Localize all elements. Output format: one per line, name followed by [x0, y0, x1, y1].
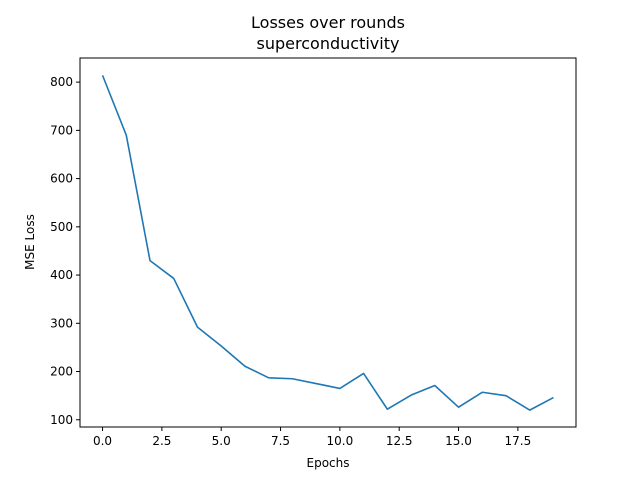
plot-area [101, 75, 554, 411]
y-axis-label: MSE Loss [23, 214, 37, 270]
x-tick-label: 5.0 [212, 434, 231, 448]
chart-title: Losses over rounds [251, 13, 405, 32]
x-tick-label: 12.5 [386, 434, 413, 448]
y-tick-label: 400 [50, 268, 73, 282]
plot-frame [79, 57, 577, 428]
y-tick-label: 300 [50, 316, 73, 330]
y-tick-label: 600 [50, 172, 73, 186]
x-tick-label: 7.5 [271, 434, 290, 448]
x-axis-ticks: 0.0 2.5 5.0 7.5 10.0 12.5 15.0 17.5 [93, 427, 531, 448]
y-tick-label: 100 [50, 413, 73, 427]
x-tick-label: 15.0 [445, 434, 472, 448]
loss-series-line [101, 75, 554, 411]
y-tick-label: 200 [50, 365, 73, 379]
x-tick-label: 2.5 [152, 434, 171, 448]
y-tick-label: 800 [50, 75, 73, 89]
y-tick-label: 500 [50, 220, 73, 234]
y-axis-ticks: 100 200 300 400 500 600 700 800 [50, 75, 80, 427]
x-tick-label: 17.5 [504, 434, 531, 448]
x-axis-label: Epochs [307, 456, 350, 470]
chart-subtitle: superconductivity [257, 34, 400, 53]
x-tick-label: 0.0 [93, 434, 112, 448]
y-tick-label: 700 [50, 123, 73, 137]
x-tick-label: 10.0 [327, 434, 354, 448]
